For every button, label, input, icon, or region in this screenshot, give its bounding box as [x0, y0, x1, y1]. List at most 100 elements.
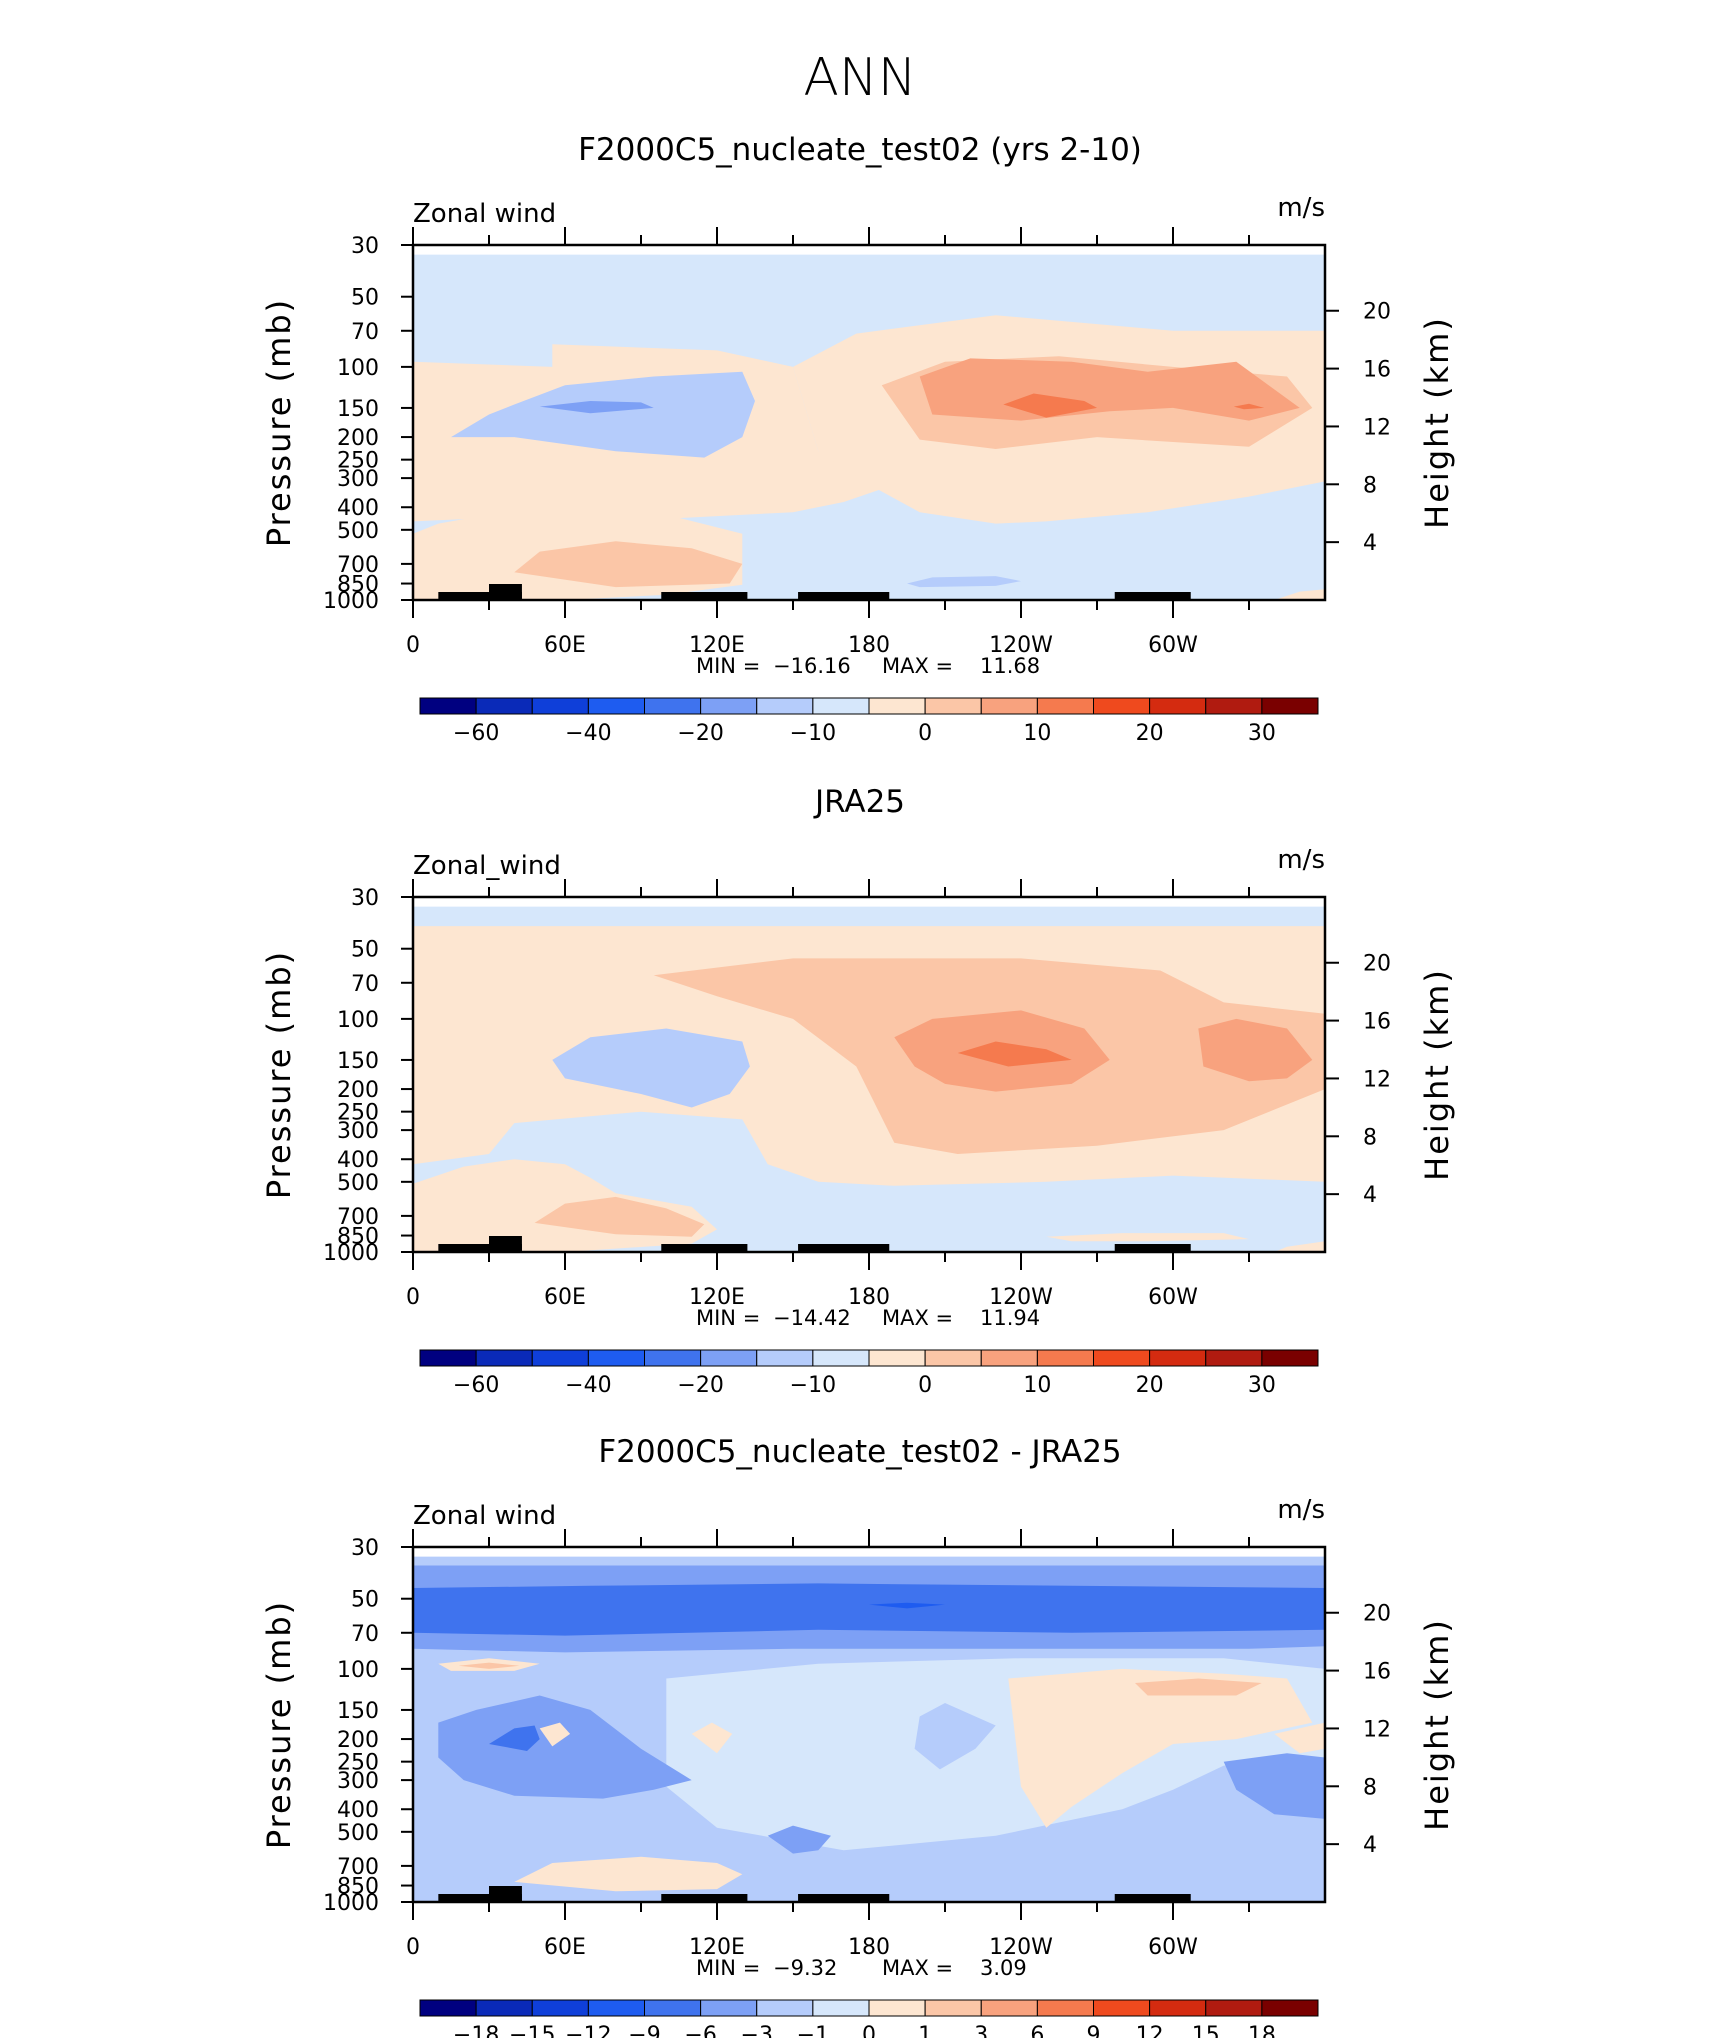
- y-tick-label: 100: [337, 1658, 379, 1683]
- variable-label: Zonal wind: [413, 1501, 556, 1531]
- colorbar-swatch: [1205, 1999, 1263, 2017]
- y-tick-label: 70: [351, 320, 379, 345]
- right-tick-label: 20: [1363, 300, 1391, 325]
- y-tick-label: 150: [337, 1049, 379, 1074]
- x-tick-label: 0: [406, 1285, 420, 1310]
- land-mask: [798, 1894, 890, 1902]
- y-axis-title-right: Height (km): [1418, 968, 1456, 1181]
- colorbar-label: 0: [918, 1373, 932, 1398]
- colorbar-swatch: [1036, 1349, 1094, 1367]
- x-tick-label: 120E: [689, 633, 745, 658]
- colorbar-swatch: [1036, 1999, 1094, 2017]
- colorbar-swatch: [419, 1349, 477, 1367]
- y-tick-label: 150: [337, 397, 379, 422]
- colorbar-swatch: [924, 1999, 982, 2017]
- contour-region: [1233, 403, 1265, 410]
- y-tick-label: 1000: [323, 1891, 379, 1916]
- colorbar-swatch: [587, 1349, 645, 1367]
- colorbar-label: −6: [684, 2023, 716, 2038]
- contour-region: [539, 1722, 571, 1747]
- right-tick-label: 8: [1363, 473, 1377, 498]
- right-tick-label: 12: [1363, 1067, 1391, 1092]
- y-tick-label: 400: [337, 1798, 379, 1823]
- y-axis-title: Pressure (mb): [260, 950, 298, 1199]
- y-tick-label: 700: [337, 553, 379, 578]
- colorbar-swatch: [1149, 697, 1207, 715]
- contour-region: [1135, 1678, 1262, 1696]
- right-tick-label: 16: [1363, 358, 1391, 383]
- y-tick-label: 850: [337, 1875, 379, 1900]
- colorbar-swatch: [1261, 1999, 1319, 2017]
- colorbar-label: 0: [862, 2023, 876, 2038]
- max-label: MAX =: [882, 1956, 953, 1980]
- colorbar-swatch: [700, 1999, 758, 2017]
- land-mask: [798, 1244, 890, 1252]
- land-mask: [489, 1886, 522, 1902]
- colorbar-label: −20: [677, 1373, 723, 1398]
- x-tick-label: 0: [406, 1935, 420, 1960]
- right-tick-label: 20: [1363, 952, 1391, 977]
- colorbar-swatch: [1036, 697, 1094, 715]
- colorbar-swatch: [700, 1349, 758, 1367]
- colorbar-swatch: [812, 697, 870, 715]
- y-axis-title: Pressure (mb): [260, 298, 298, 547]
- y-tick-label: 100: [337, 356, 379, 381]
- contour-region: [458, 1662, 520, 1669]
- main-title: ANN: [803, 48, 916, 108]
- y-tick-label: 70: [351, 972, 379, 997]
- colorbar-swatch: [812, 1349, 870, 1367]
- colorbar-label: 6: [1030, 2023, 1044, 2038]
- colorbar-swatch: [756, 697, 814, 715]
- y-tick-label: 50: [351, 1588, 379, 1613]
- contour-region: [907, 576, 1021, 588]
- contour-fills: [413, 906, 1325, 1252]
- x-tick-label: 180: [848, 1285, 890, 1310]
- right-tick-label: 8: [1363, 1775, 1377, 1800]
- land-mask: [489, 1236, 522, 1252]
- land-mask: [661, 1894, 748, 1902]
- y-tick-label: 850: [337, 1225, 379, 1250]
- contour-region: [1198, 1018, 1313, 1082]
- max-value: 3.09: [980, 1956, 1027, 1980]
- contour-region: [539, 401, 654, 414]
- colorbar-swatch: [868, 697, 926, 715]
- right-tick-label: 4: [1363, 1183, 1377, 1208]
- x-tick-label: 120E: [689, 1935, 745, 1960]
- colorbar-label: 10: [1023, 1373, 1051, 1398]
- colorbar-label: −18: [453, 2023, 499, 2038]
- y-tick-label: 200: [337, 1728, 379, 1753]
- y-tick-label: 500: [337, 1171, 379, 1196]
- colorbar-label: −40: [565, 1373, 611, 1398]
- colorbar-label: −12: [565, 2023, 611, 2038]
- contour-region: [914, 1703, 996, 1770]
- contour-region: [1003, 393, 1097, 418]
- colorbar-label: −9: [628, 2023, 660, 2038]
- y-tick-label: 500: [337, 519, 379, 544]
- colorbar-swatch: [1205, 1349, 1263, 1367]
- colorbar-label: 0: [918, 721, 932, 746]
- colorbar-swatch: [419, 697, 477, 715]
- variable-label: Zonal_wind: [413, 851, 561, 881]
- contour-region: [552, 1028, 750, 1108]
- y-tick-label: 100: [337, 1008, 379, 1033]
- x-tick-label: 120E: [689, 1285, 745, 1310]
- panel-1: F2000C5_nucleate_test02 (yrs 2-10) 0 60E 12…: [260, 132, 1456, 746]
- land-mask: [661, 592, 748, 600]
- variable-label: Zonal wind: [413, 199, 556, 229]
- land-mask: [798, 592, 890, 600]
- colorbar-label: 18: [1248, 2023, 1276, 2038]
- colorbar-swatch: [1149, 1999, 1207, 2017]
- contour-region: [869, 1602, 945, 1609]
- contour-region: [413, 933, 489, 949]
- right-tick-label: 16: [1363, 1010, 1391, 1035]
- colorbar-label: 20: [1136, 721, 1164, 746]
- right-tick-label: 12: [1363, 415, 1391, 440]
- colorbar-swatch: [1261, 697, 1319, 715]
- y-tick-label: 500: [337, 1821, 379, 1846]
- y-tick-label: 250: [337, 1101, 379, 1126]
- colorbar-swatch: [1093, 1999, 1151, 2017]
- contour-fills: [413, 1556, 1325, 1902]
- y-tick-label: 150: [337, 1699, 379, 1724]
- colorbar-swatch: [531, 1349, 589, 1367]
